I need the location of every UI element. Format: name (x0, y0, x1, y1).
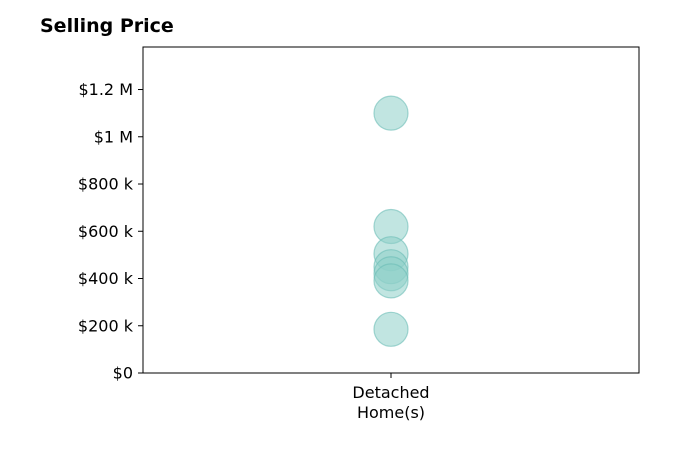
data-point (373, 95, 409, 131)
data-point (373, 311, 409, 347)
chart-title: Selling Price (40, 15, 174, 37)
data-points (373, 95, 409, 347)
y-tick-label: $200 k (78, 316, 134, 335)
x-axis: Detached Home(s) (352, 373, 430, 422)
y-tick-label: $600 k (78, 222, 134, 241)
y-axis: $0 $200 k $400 k $600 k $800 k $1 M $1.2 M (78, 80, 143, 383)
x-tick-label: Detached Home(s) (352, 383, 429, 422)
y-tick-label: $1.2 M (78, 80, 133, 99)
y-tick-label: $400 k (78, 269, 134, 288)
y-tick-label: $1 M (94, 127, 133, 146)
y-tick-label: $0 (113, 364, 133, 383)
data-point (373, 263, 409, 299)
plot-frame (142, 46, 640, 374)
y-tick-label: $800 k (78, 175, 134, 194)
